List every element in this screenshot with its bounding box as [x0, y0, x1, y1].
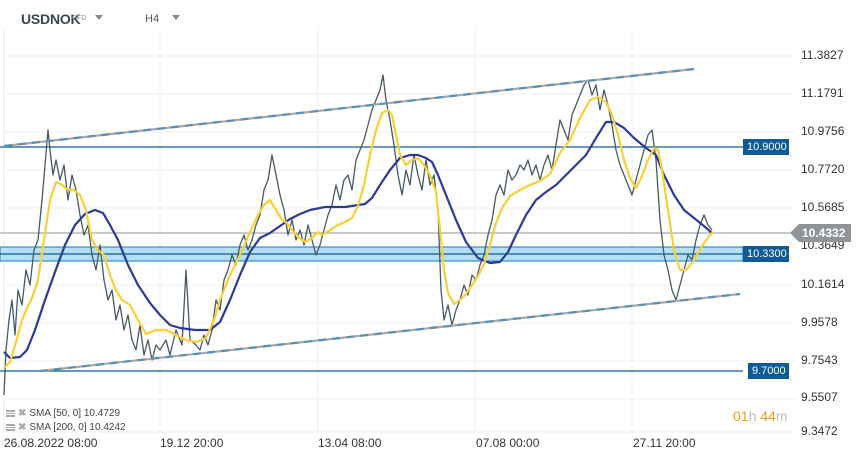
- indicator-legend-sma200: ✖ SMA [200, 0] 10.4242: [6, 422, 126, 433]
- time-label: 07.08 00:00: [476, 436, 540, 450]
- remove-indicator-icon[interactable]: ✖: [18, 422, 27, 433]
- time-label: 13.04 08:00: [318, 436, 382, 450]
- indicator-legend-sma50: ✖ SMA [50, 0] 10.4729: [6, 408, 120, 419]
- indicator-settings-icon[interactable]: [6, 410, 15, 417]
- indicator-label: SMA [50, 0] 10.4729: [29, 408, 121, 419]
- indicator-label: SMA [200, 0] 10.4242: [29, 422, 126, 433]
- price-label: 9.3472: [801, 424, 838, 438]
- level-label-10.9000[interactable]: 10.9000: [743, 139, 789, 155]
- price-label: 10.1614: [801, 277, 845, 291]
- sma50-line: [3, 95, 714, 369]
- timer-minutes: 44: [760, 408, 776, 424]
- price-label: 10.5685: [801, 200, 845, 214]
- symbol-type: CFD: [72, 15, 87, 22]
- sma200-line: [3, 120, 713, 360]
- chart-header: USDNOK CFD H4: [0, 0, 859, 30]
- price-label: 10.7720: [801, 162, 845, 176]
- trend-channel: [3, 67, 741, 373]
- level-label-10.3300[interactable]: 10.3300: [743, 246, 789, 262]
- candle-countdown-timer: 01h 44m: [733, 408, 788, 424]
- current-price-tag: 10.4332: [790, 224, 852, 242]
- timer-hours-unit: h: [748, 408, 757, 424]
- time-label: 19.12 20:00: [160, 436, 224, 450]
- price-label: 9.7543: [801, 353, 838, 367]
- price-candles: [3, 74, 713, 396]
- price-label: 11.1791: [801, 86, 844, 100]
- price-label: 9.5507: [801, 390, 838, 404]
- level-label-9.7000[interactable]: 9.7000: [748, 363, 789, 379]
- timer-hours: 01: [733, 408, 749, 424]
- price-label: 9.9578: [801, 315, 838, 329]
- price-label: 11.3827: [801, 48, 844, 62]
- symbol-name[interactable]: USDNOK: [21, 11, 81, 27]
- time-label: 26.08.2022 08:00: [4, 436, 98, 450]
- timer-minutes-unit: m: [775, 408, 788, 424]
- time-label: 27.11 20:00: [633, 436, 696, 450]
- price-label: 10.9756: [801, 124, 845, 138]
- remove-indicator-icon[interactable]: ✖: [18, 408, 27, 419]
- timeframe-selector[interactable]: H4: [145, 13, 160, 25]
- indicator-settings-icon[interactable]: [6, 424, 15, 431]
- symbol-dropdown-caret-icon[interactable]: [95, 15, 103, 20]
- timeframe-dropdown-caret-icon[interactable]: [172, 15, 180, 20]
